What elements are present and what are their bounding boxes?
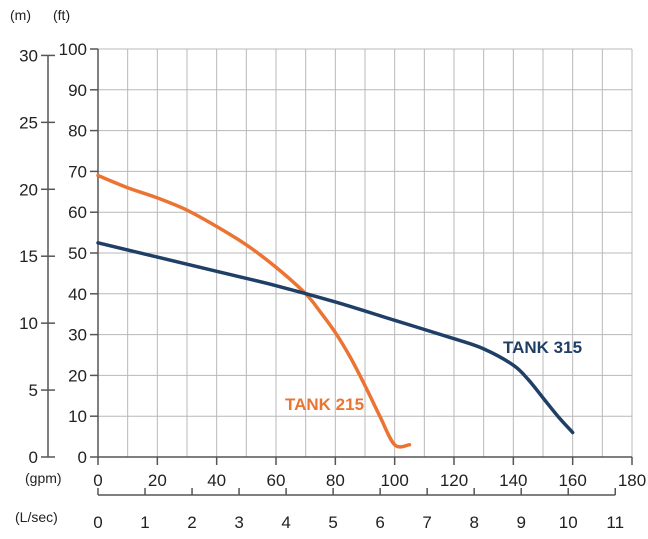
y-m-tick-label: 15	[19, 247, 38, 266]
x-lsec-tick-label: 11	[606, 513, 624, 532]
y-m-tick-label: 5	[29, 381, 38, 400]
y-m-tick-label: 25	[19, 113, 38, 132]
y-unit-ft: (ft)	[53, 7, 70, 23]
x-gpm-tick-label: 100	[380, 471, 408, 490]
y-m-tick-label: 20	[19, 180, 38, 199]
x-lsec-tick-label: 0	[93, 513, 102, 532]
y-ft-tick-label: 100	[59, 40, 87, 59]
x-lsec-tick-label: 6	[375, 513, 384, 532]
x-lsec-tick-label: 5	[328, 513, 337, 532]
x-lsec-tick-label: 4	[281, 513, 290, 532]
y-ft-tick-label: 30	[68, 326, 87, 345]
series-label-tank-215: TANK 215	[285, 395, 364, 414]
y-m-tick-label: 30	[19, 46, 38, 65]
x-lsec-tick-label: 3	[234, 513, 243, 532]
x-lsec-tick-label: 9	[516, 513, 525, 532]
x-gpm-tick-label: 60	[267, 471, 286, 490]
x-gpm-tick-label: 180	[618, 471, 646, 490]
x-gpm-tick-label: 80	[326, 471, 345, 490]
y-ft-tick-label: 20	[68, 366, 87, 385]
x-unit-gpm: (gpm)	[25, 470, 62, 486]
y-ft-tick-label: 60	[68, 203, 87, 222]
y-ft-tick-label: 90	[68, 81, 87, 100]
y-ft-tick-label: 0	[78, 448, 87, 467]
x-lsec-tick-label: 8	[469, 513, 478, 532]
x-gpm-tick-label: 0	[93, 471, 102, 490]
series-label-tank-315: TANK 315	[503, 338, 582, 357]
x-lsec-tick-label: 10	[559, 513, 578, 532]
y-ft-tick-label: 80	[68, 122, 87, 141]
axes	[41, 48, 633, 496]
y-m-tick-label: 10	[19, 314, 38, 333]
y-ft-tick-label: 40	[68, 285, 87, 304]
series-lines	[96, 173, 575, 449]
x-gpm-tick-label: 20	[148, 471, 167, 490]
x-unit-lsec: (L/sec)	[15, 509, 58, 525]
series-line-tank-315	[96, 241, 575, 435]
x-lsec-tick-label: 2	[187, 513, 196, 532]
y-ft-tick-label: 50	[68, 244, 87, 263]
x-lsec-tick-label: 7	[422, 513, 431, 532]
x-gpm-tick-label: 40	[207, 471, 226, 490]
x-lsec-tick-label: 1	[140, 513, 149, 532]
y-m-tick-label: 0	[29, 448, 38, 467]
y-unit-m: (m)	[10, 7, 31, 23]
x-gpm-tick-label: 160	[558, 471, 586, 490]
y-ft-tick-label: 10	[68, 407, 87, 426]
x-gpm-tick-label: 140	[499, 471, 527, 490]
x-gpm-tick-label: 120	[440, 471, 468, 490]
y-ft-tick-label: 70	[68, 162, 87, 181]
grid	[98, 48, 633, 457]
